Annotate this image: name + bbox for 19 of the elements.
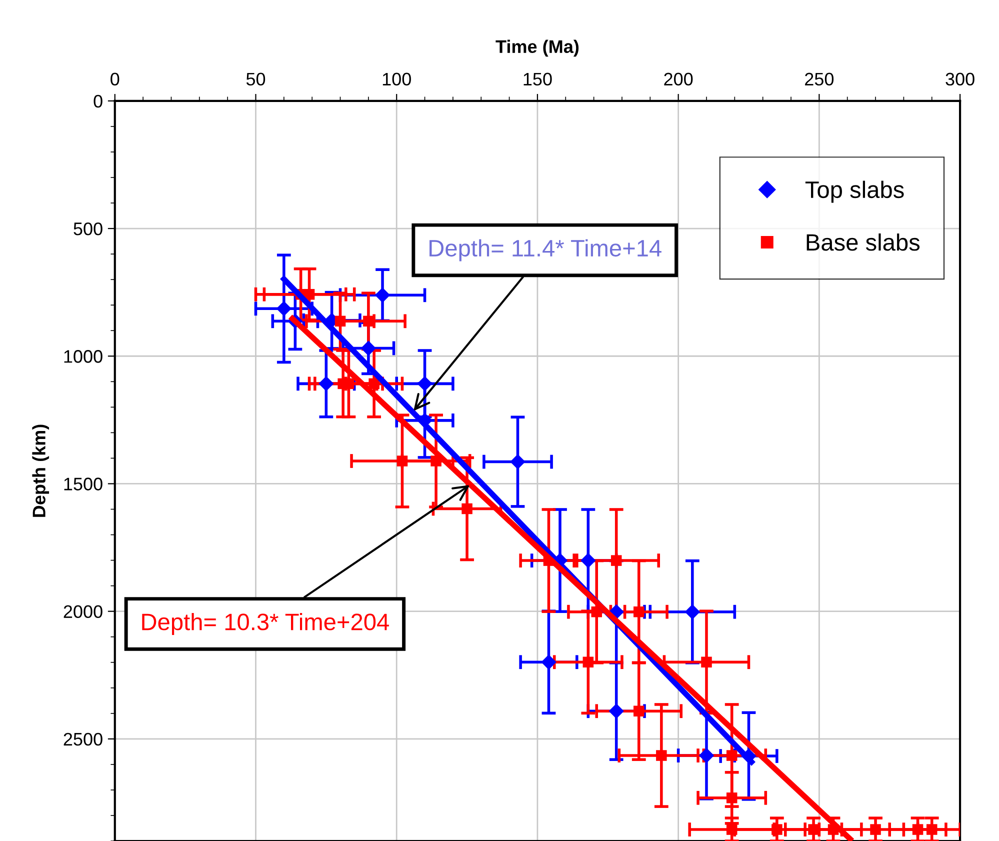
annotation: Depth= 11.4* Time+14 <box>430 239 662 262</box>
x-tick-label: 150 <box>524 72 552 86</box>
y-tick-label: 1500 <box>64 478 102 490</box>
x-tick-label: 50 <box>246 72 266 86</box>
y-tick-label: 1000 <box>64 350 102 363</box>
x-tick-label: 250 <box>805 72 834 86</box>
y-tick-label: 2000 <box>64 605 102 618</box>
legend-label: Base slabs <box>806 233 920 251</box>
y-axis-title: Depth (km) <box>32 424 50 517</box>
annotation: Depth= 10.3* Time+204 <box>142 612 389 635</box>
x-axis-title: Time (Ma) <box>496 40 579 57</box>
x-tick-label: 0 <box>110 72 120 86</box>
y-tick-label: 2500 <box>64 732 102 746</box>
x-tick-label: 300 <box>946 72 974 86</box>
legend-label: Top slabs <box>805 180 904 203</box>
x-tick-label: 100 <box>382 72 411 86</box>
y-tick-label: 500 <box>74 222 102 236</box>
x-tick-label: 200 <box>664 72 693 86</box>
y-tick-label: 0 <box>94 94 102 108</box>
